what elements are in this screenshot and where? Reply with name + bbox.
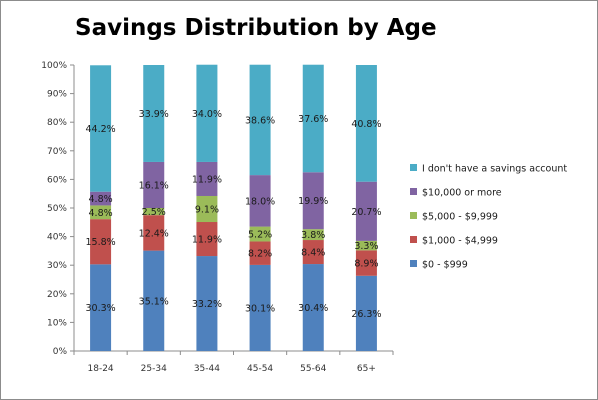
legend-label: $10,000 or more xyxy=(422,188,502,199)
data-label: 3.3% xyxy=(354,241,378,252)
legend-swatch xyxy=(410,164,417,171)
y-tick-label: 50% xyxy=(47,204,67,214)
x-tick-label: 35-44 xyxy=(194,364,220,374)
data-label: 5.2% xyxy=(248,230,272,241)
data-label: 12.4% xyxy=(139,228,169,239)
bar-segment xyxy=(196,222,218,257)
bar-segment xyxy=(302,64,324,173)
data-label: 38.6% xyxy=(245,115,275,126)
data-label: 30.3% xyxy=(85,303,115,314)
bar-segment xyxy=(143,208,165,216)
bar-segment xyxy=(196,64,218,162)
bar-segment xyxy=(196,195,218,223)
data-label: 34.0% xyxy=(192,109,222,120)
data-label: 8.9% xyxy=(354,259,378,270)
x-tick-label: 65+ xyxy=(357,364,376,374)
bar-segment xyxy=(302,172,324,230)
data-label: 33.9% xyxy=(139,109,169,120)
y-tick-label: 0% xyxy=(53,347,68,357)
bar-segment xyxy=(90,219,112,265)
bar-segment xyxy=(90,205,112,220)
data-label: 8.2% xyxy=(248,249,272,260)
bar-segment xyxy=(302,240,324,265)
data-label: 3.8% xyxy=(301,230,325,241)
y-tick-label: 80% xyxy=(47,118,67,128)
data-label: 2.5% xyxy=(142,207,166,218)
bar-segment xyxy=(355,240,377,251)
bar-segment xyxy=(355,65,377,182)
legend-label: $5,000 - $9,999 xyxy=(422,212,498,223)
data-label: 4.8% xyxy=(89,208,113,219)
bar-segment xyxy=(302,264,324,351)
bar-segment xyxy=(90,191,112,206)
bar-segment xyxy=(355,275,377,351)
bar-segment xyxy=(355,250,377,276)
bar-segment xyxy=(249,226,271,242)
bar-segment xyxy=(355,181,377,241)
y-tick-label: 90% xyxy=(47,90,67,100)
y-tick-label: 10% xyxy=(47,318,67,328)
bar-segment xyxy=(143,250,165,351)
legend-label: I don't have a savings account xyxy=(422,164,567,175)
legend-label: $0 - $999 xyxy=(422,260,468,271)
y-tick-label: 60% xyxy=(47,175,67,185)
y-tick-label: 20% xyxy=(47,290,67,300)
data-label: 30.1% xyxy=(245,303,275,314)
data-label: 37.6% xyxy=(298,114,328,125)
bar-segment xyxy=(249,175,271,227)
data-label: 19.9% xyxy=(298,196,328,207)
legend-label: $1,000 - $4,999 xyxy=(422,236,498,247)
data-label: 4.8% xyxy=(89,194,113,205)
data-label: 33.2% xyxy=(192,299,222,310)
data-label: 35.1% xyxy=(139,296,169,307)
bar-segment xyxy=(249,241,271,265)
bar-segment xyxy=(90,264,112,351)
bar-segment xyxy=(249,264,271,351)
data-label: 26.3% xyxy=(351,309,381,320)
legend-swatch xyxy=(410,260,417,267)
y-tick-label: 70% xyxy=(47,147,67,157)
data-label: 20.7% xyxy=(351,207,381,218)
x-tick-label: 45-54 xyxy=(247,364,273,374)
data-label: 18.0% xyxy=(245,196,275,207)
data-label: 30.4% xyxy=(298,303,328,314)
bar-segment xyxy=(143,65,165,162)
bar-segment xyxy=(196,256,218,351)
data-label: 11.9% xyxy=(192,235,222,246)
chart-title: Savings Distribution by Age xyxy=(75,15,437,41)
data-label: 11.9% xyxy=(192,174,222,185)
bar-segment xyxy=(90,65,112,192)
data-label: 15.8% xyxy=(85,237,115,248)
legend-swatch xyxy=(410,212,417,219)
x-tick-label: 25-34 xyxy=(141,364,167,374)
x-tick-label: 18-24 xyxy=(88,364,114,374)
data-label: 8.4% xyxy=(301,248,325,259)
y-tick-label: 30% xyxy=(47,261,67,271)
y-tick-label: 100% xyxy=(41,61,67,71)
bar-segment xyxy=(143,215,165,251)
data-label: 9.1% xyxy=(195,205,219,216)
data-label: 40.8% xyxy=(351,119,381,130)
data-label: 44.2% xyxy=(85,124,115,135)
bar-segment xyxy=(143,161,165,208)
data-label: 16.1% xyxy=(139,180,169,191)
bar-segment xyxy=(249,64,271,176)
legend-swatch xyxy=(410,236,417,243)
y-tick-label: 40% xyxy=(47,233,67,243)
bar-segment xyxy=(302,229,324,241)
bar-segment xyxy=(196,161,218,196)
legend-swatch xyxy=(410,188,417,195)
x-tick-label: 55-64 xyxy=(300,364,326,374)
